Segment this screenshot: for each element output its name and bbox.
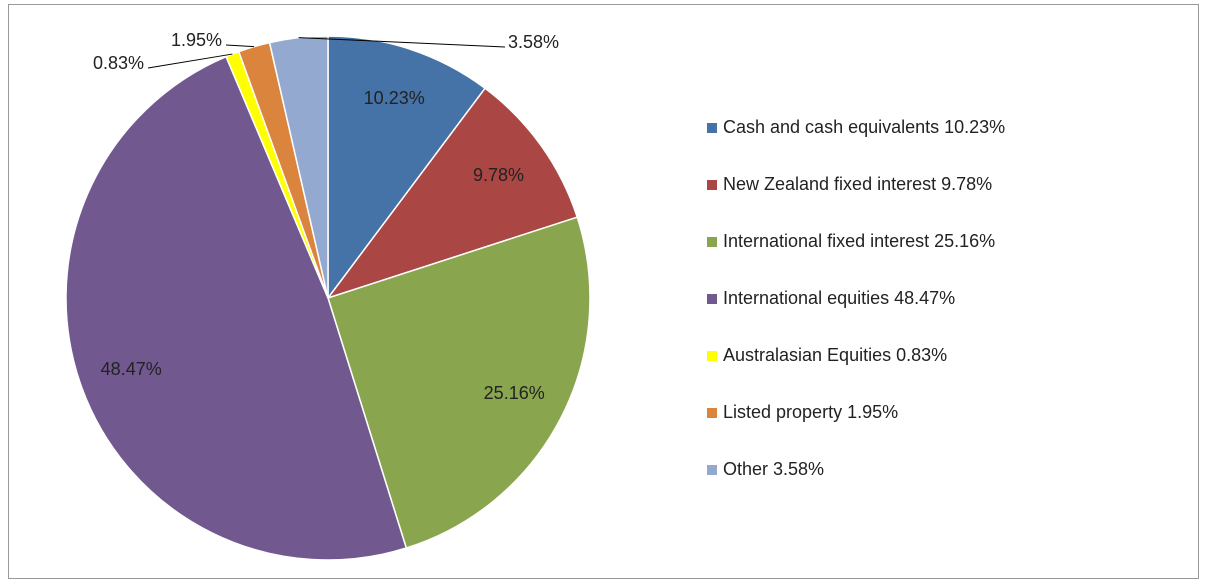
legend-label: Listed property 1.95% — [723, 402, 898, 422]
pie-slice — [327, 35, 487, 301]
data-label: 10.23% — [364, 88, 425, 108]
data-label: 3.58% — [508, 32, 559, 52]
data-label: 25.16% — [484, 383, 545, 403]
pie-slice — [325, 87, 579, 300]
legend-label: Australasian Equities 0.83% — [723, 345, 947, 365]
legend-swatch — [707, 351, 717, 361]
pie-slice — [327, 216, 591, 549]
pie-slice — [65, 55, 408, 561]
legend-swatch — [707, 408, 717, 418]
legend-swatch — [707, 180, 717, 190]
legend-swatch — [707, 123, 717, 133]
legend-swatch — [707, 465, 717, 475]
legend-label: International equities 48.47% — [723, 288, 955, 308]
leader-line — [147, 53, 233, 69]
legend-label: International fixed interest 25.16% — [723, 231, 995, 251]
data-label: 48.47% — [101, 359, 162, 379]
data-label: 1.95% — [171, 30, 222, 50]
legend-label: Other 3.58% — [723, 459, 824, 479]
leader-line — [225, 44, 255, 48]
data-label: 9.78% — [473, 165, 524, 185]
legend-swatch — [707, 237, 717, 247]
legend-swatch — [707, 294, 717, 304]
legend-label: New Zealand fixed interest 9.78% — [723, 174, 992, 194]
leader-line — [298, 37, 506, 48]
data-label: 0.83% — [93, 53, 144, 73]
legend-label: Cash and cash equivalents 10.23% — [723, 117, 1005, 137]
